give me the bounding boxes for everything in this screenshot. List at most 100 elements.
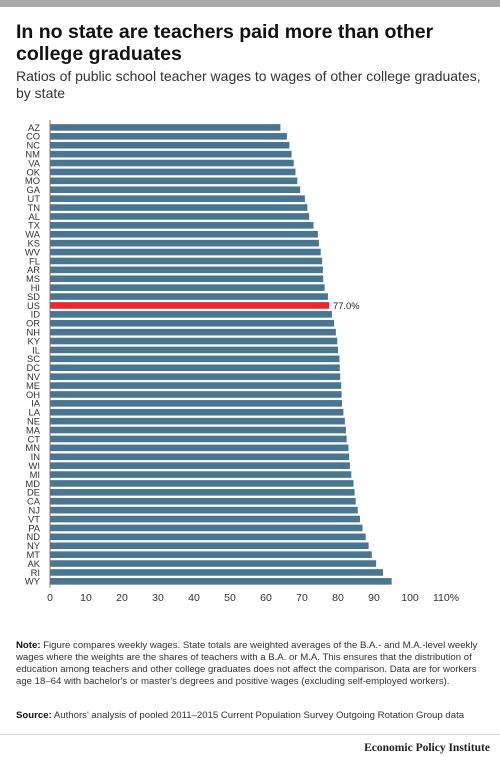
category-label: NY [27, 540, 41, 551]
bar [50, 444, 349, 452]
bar [50, 391, 342, 398]
category-label: DE [27, 487, 40, 498]
bar-highlight [50, 302, 329, 309]
bar [50, 248, 321, 256]
bar [50, 524, 363, 532]
category-label: ND [26, 531, 40, 542]
bar [50, 284, 325, 291]
category-label: TN [28, 202, 41, 213]
category-label: IN [31, 451, 40, 462]
bar [50, 293, 328, 300]
bar [50, 150, 292, 158]
category-label: RI [31, 567, 40, 578]
bar [50, 435, 347, 443]
category-label: NJ [29, 504, 40, 515]
brand-logo-text: Economic Policy Institute [364, 742, 490, 754]
bar [50, 408, 344, 416]
bar [50, 222, 314, 229]
category-label: CT [28, 433, 41, 444]
bar [50, 382, 342, 389]
category-label: UT [28, 193, 41, 204]
x-tick-label: 90 [368, 592, 380, 604]
category-label: MO [25, 175, 40, 186]
bar [50, 364, 340, 372]
bar [50, 159, 294, 167]
source-label: Source: [16, 710, 52, 721]
bar [50, 417, 345, 425]
bar [50, 569, 383, 576]
bar [50, 230, 318, 238]
category-label: MS [26, 273, 40, 284]
bar [50, 186, 301, 194]
bar [50, 337, 338, 345]
bar [50, 480, 354, 487]
category-label: NC [26, 140, 40, 151]
bar [50, 400, 342, 407]
category-label: MN [25, 442, 40, 453]
bar [50, 204, 308, 211]
category-label: WV [25, 246, 41, 257]
bar [50, 133, 287, 140]
chart-note: Note: Figure compares weekly wages. Stat… [16, 640, 486, 688]
bar [50, 177, 298, 185]
category-label: KS [27, 237, 40, 248]
bar [50, 462, 350, 469]
bar [50, 471, 352, 478]
bar [50, 311, 332, 318]
category-label: VT [28, 513, 40, 524]
category-label: ME [26, 380, 40, 391]
category-label: US [27, 300, 40, 311]
bar [50, 453, 350, 461]
category-label: MT [26, 549, 40, 560]
category-label: WI [29, 460, 40, 471]
top-accent-bar [0, 0, 500, 7]
chart-title: In no state are teachers paid more than … [16, 21, 434, 65]
category-label: MD [25, 478, 40, 489]
bar [50, 195, 305, 202]
category-label: MA [26, 424, 41, 435]
x-tick-label: 10 [80, 592, 92, 604]
category-label: DC [26, 362, 40, 373]
category-label: CA [27, 496, 41, 507]
bar [50, 542, 369, 550]
bar [50, 124, 281, 131]
x-tick-label: 50 [224, 592, 236, 604]
x-tick-label: 40 [188, 592, 200, 604]
category-label: KY [27, 335, 40, 346]
category-label: WY [25, 576, 41, 587]
category-label: SD [27, 291, 40, 302]
chart-subtitle: Ratios of public school teacher wages to… [16, 68, 481, 101]
bar [50, 213, 310, 220]
bar [50, 328, 336, 336]
footer-divider [0, 734, 500, 735]
bar [50, 266, 323, 274]
bar [50, 168, 296, 176]
category-label: NV [27, 371, 41, 382]
data-label: 77.0% [333, 300, 360, 311]
bar [50, 373, 341, 380]
category-label: NM [25, 148, 40, 159]
category-label: AZ [28, 122, 40, 133]
category-label: OH [26, 389, 40, 400]
bar [50, 346, 338, 354]
category-label: FL [29, 255, 40, 266]
bar [50, 533, 366, 541]
category-label: LA [29, 407, 41, 418]
category-label: CO [26, 131, 40, 142]
bar [50, 426, 346, 434]
category-label: NE [27, 415, 40, 426]
x-tick-label: 0 [47, 592, 53, 604]
bar [50, 497, 356, 505]
bar [50, 489, 355, 496]
category-label: GA [26, 184, 40, 195]
bar [50, 551, 372, 558]
category-label: AR [27, 264, 40, 275]
note-label: Note: [16, 640, 41, 651]
chart-source: Source: Authors' analysis of pooled 2011… [16, 710, 486, 722]
bar-chart: AZCONCNMVAOKMOGAUTTNALTXWAKSWVFLARMSHISD… [25, 120, 459, 604]
category-label: IA [31, 398, 41, 409]
x-tick-label: 20 [116, 592, 128, 604]
bar [50, 578, 392, 585]
category-label: IL [32, 344, 40, 355]
bar [50, 515, 360, 523]
